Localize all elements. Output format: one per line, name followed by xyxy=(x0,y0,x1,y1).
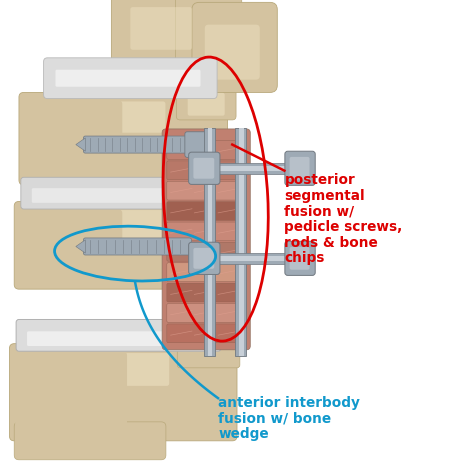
FancyBboxPatch shape xyxy=(205,25,260,80)
FancyBboxPatch shape xyxy=(176,79,236,120)
FancyBboxPatch shape xyxy=(32,188,201,203)
FancyBboxPatch shape xyxy=(193,158,214,179)
FancyBboxPatch shape xyxy=(83,238,191,255)
FancyBboxPatch shape xyxy=(167,179,231,219)
FancyBboxPatch shape xyxy=(172,253,226,290)
FancyBboxPatch shape xyxy=(167,324,246,343)
FancyBboxPatch shape xyxy=(193,248,214,269)
FancyBboxPatch shape xyxy=(285,151,315,185)
FancyBboxPatch shape xyxy=(167,222,246,241)
FancyBboxPatch shape xyxy=(167,303,246,322)
FancyBboxPatch shape xyxy=(14,422,166,460)
FancyBboxPatch shape xyxy=(48,210,167,240)
FancyBboxPatch shape xyxy=(21,95,50,182)
FancyBboxPatch shape xyxy=(44,58,217,99)
Bar xyxy=(208,166,302,171)
FancyBboxPatch shape xyxy=(9,344,237,441)
Bar xyxy=(208,256,302,261)
FancyBboxPatch shape xyxy=(185,132,209,157)
FancyBboxPatch shape xyxy=(177,334,240,368)
FancyBboxPatch shape xyxy=(14,201,232,289)
FancyBboxPatch shape xyxy=(188,93,225,116)
FancyBboxPatch shape xyxy=(45,353,169,386)
FancyBboxPatch shape xyxy=(83,136,191,153)
FancyBboxPatch shape xyxy=(285,241,315,275)
FancyBboxPatch shape xyxy=(21,177,226,209)
FancyBboxPatch shape xyxy=(167,161,246,180)
FancyBboxPatch shape xyxy=(189,152,220,184)
FancyBboxPatch shape xyxy=(175,0,242,62)
Bar xyxy=(204,163,299,174)
FancyBboxPatch shape xyxy=(20,100,122,179)
FancyBboxPatch shape xyxy=(167,242,246,261)
FancyBboxPatch shape xyxy=(189,242,220,274)
FancyBboxPatch shape xyxy=(167,181,246,200)
FancyBboxPatch shape xyxy=(167,201,246,220)
FancyBboxPatch shape xyxy=(55,70,201,87)
FancyBboxPatch shape xyxy=(12,346,43,438)
FancyBboxPatch shape xyxy=(17,204,46,287)
FancyBboxPatch shape xyxy=(290,157,310,180)
Bar xyxy=(235,128,246,356)
FancyBboxPatch shape xyxy=(27,331,196,346)
FancyBboxPatch shape xyxy=(167,140,246,159)
FancyBboxPatch shape xyxy=(16,319,221,351)
FancyBboxPatch shape xyxy=(111,0,220,64)
FancyBboxPatch shape xyxy=(130,7,192,50)
FancyBboxPatch shape xyxy=(20,210,122,283)
FancyBboxPatch shape xyxy=(192,2,277,92)
Text: posterior
segmental
fusion w/
pedicle screws,
rods & bone
chips: posterior segmental fusion w/ pedicle sc… xyxy=(284,173,402,265)
Text: anterior interbody
fusion w/ bone
wedge: anterior interbody fusion w/ bone wedge xyxy=(218,396,360,441)
Bar xyxy=(204,253,299,264)
FancyBboxPatch shape xyxy=(290,247,310,270)
FancyBboxPatch shape xyxy=(19,92,228,185)
FancyBboxPatch shape xyxy=(15,352,127,435)
FancyBboxPatch shape xyxy=(167,263,246,282)
FancyBboxPatch shape xyxy=(162,129,250,350)
FancyBboxPatch shape xyxy=(51,101,165,133)
Bar xyxy=(239,128,244,356)
Polygon shape xyxy=(76,138,85,151)
Polygon shape xyxy=(76,240,85,253)
FancyBboxPatch shape xyxy=(167,283,246,302)
Bar xyxy=(208,128,212,356)
Bar xyxy=(204,128,215,356)
